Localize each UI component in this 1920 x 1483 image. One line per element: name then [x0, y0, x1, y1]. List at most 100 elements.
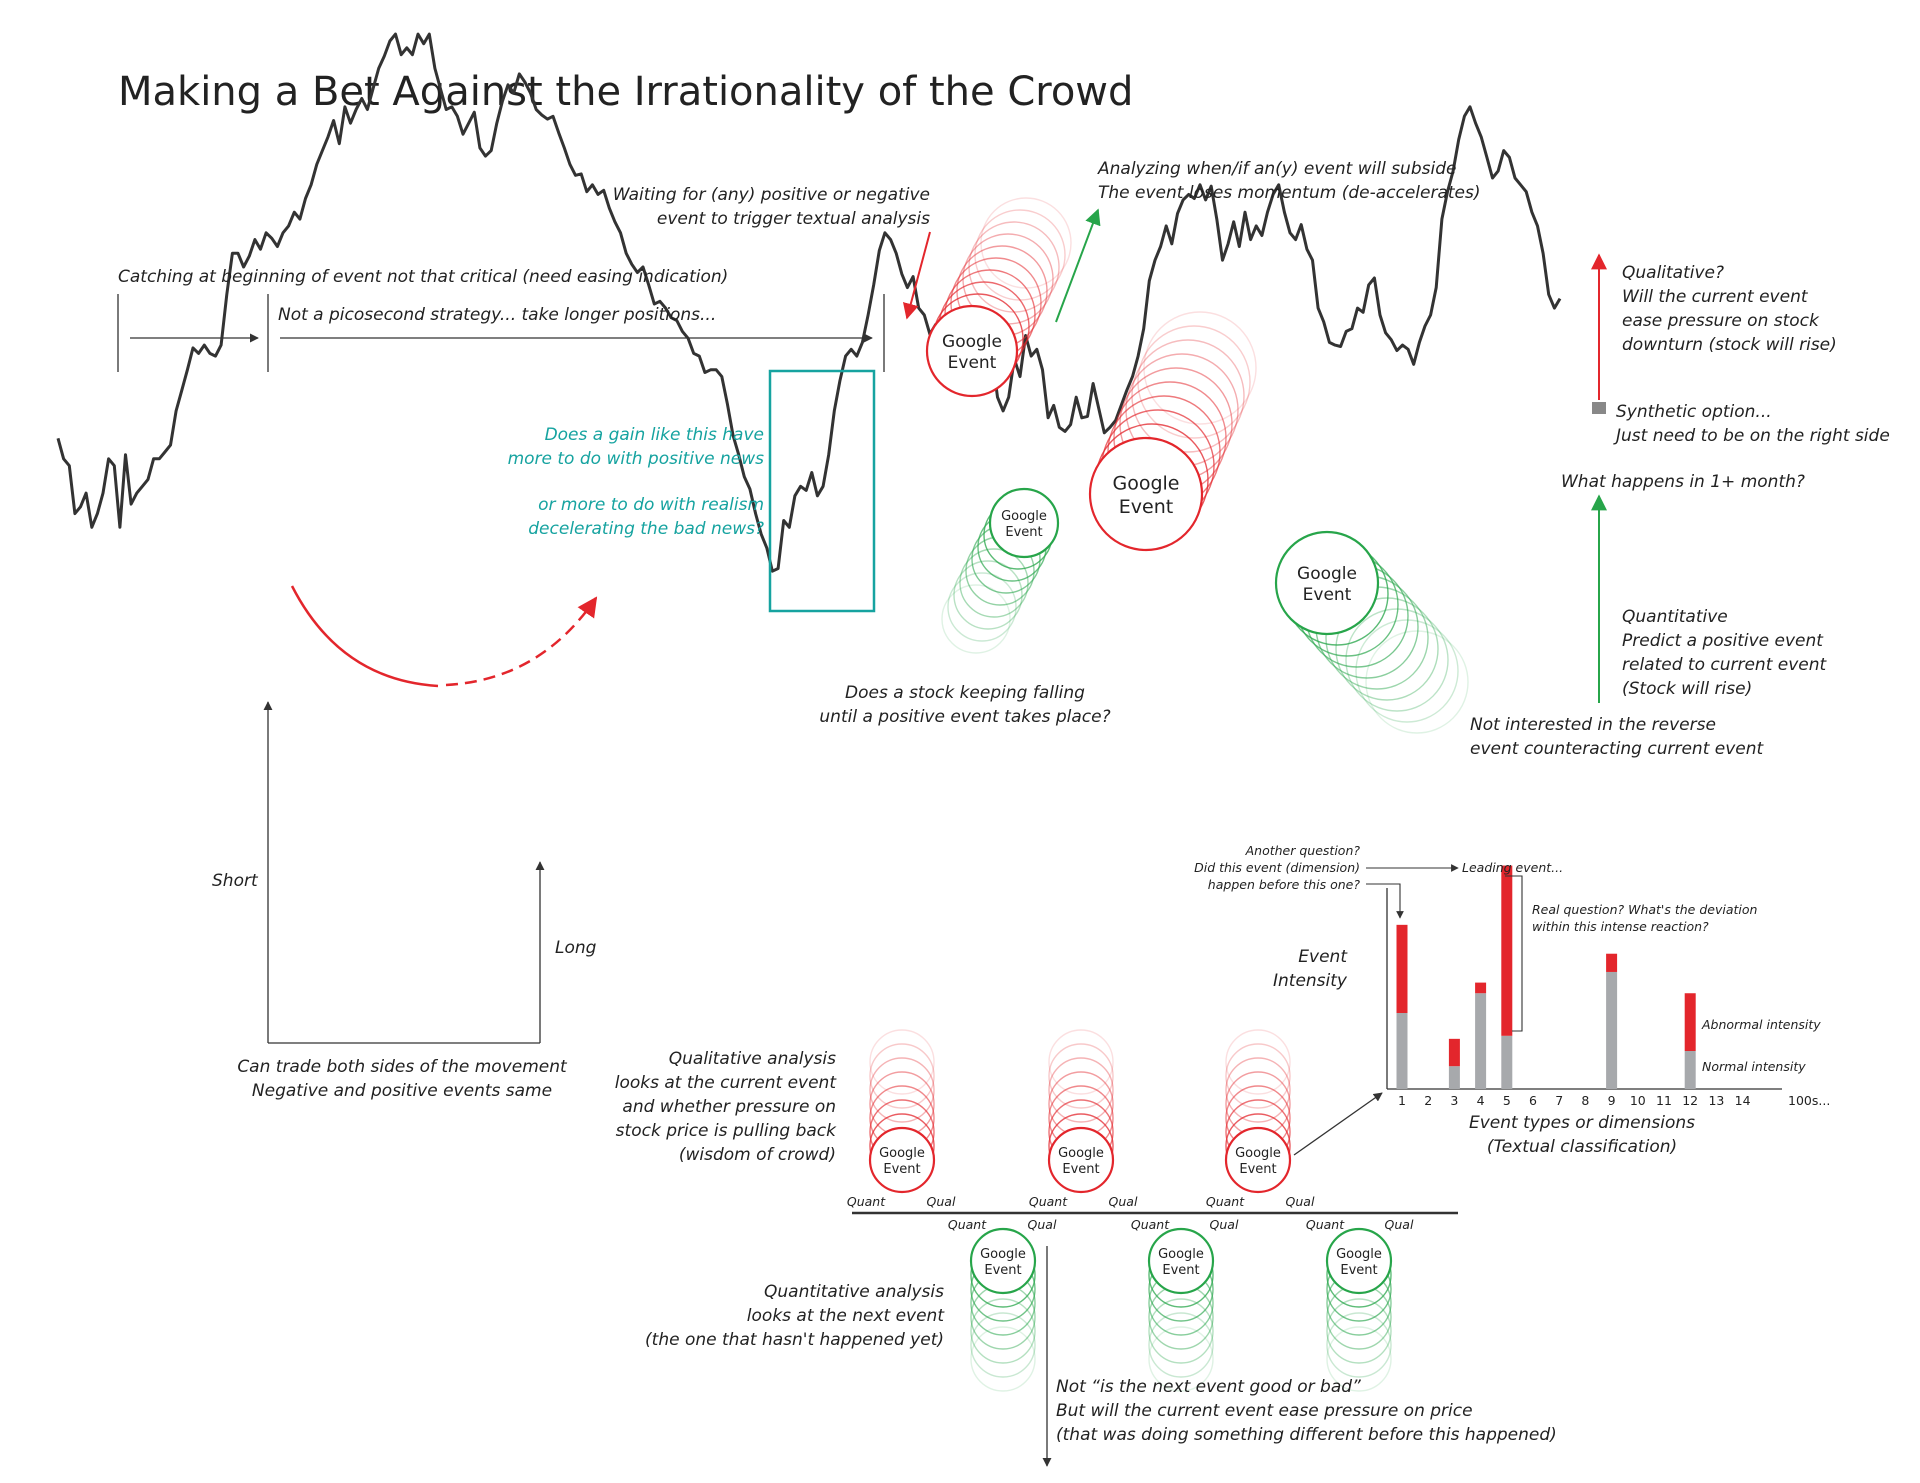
chart-extra-tick: 100s...	[1788, 1093, 1830, 1108]
event-label-line2: Event	[1340, 1263, 1377, 1278]
event-label-line2: Event	[984, 1263, 1021, 1278]
qualitative-4: downturn (stock will rise)	[1622, 335, 1837, 355]
google-event-circle	[1147, 1227, 1215, 1295]
real-question-2: within this intense reaction?	[1532, 919, 1709, 934]
qual-analysis-1: Qualitative analysis	[669, 1049, 836, 1069]
another-arrow	[1366, 883, 1404, 919]
short-label: Short	[212, 871, 259, 891]
analyzing-note-2: The event loses momentum (de-accelerates…	[1098, 183, 1481, 203]
qualitative-2: Will the current event	[1622, 287, 1809, 307]
analyzing-note-1: Analyzing when/if an(y) event will subsi…	[1097, 159, 1456, 179]
real-question-1: Real question? What's the deviation	[1532, 902, 1758, 917]
event-echo-circle	[941, 584, 1011, 654]
quantitative-3: related to current event	[1622, 655, 1828, 675]
gain-question-3: or more to do with realism	[538, 495, 764, 515]
event-echo-circle	[970, 1326, 1036, 1392]
event-echo-circle	[1143, 311, 1257, 425]
event-label-line1: Google	[1297, 564, 1357, 584]
google-event-circle	[969, 1227, 1037, 1295]
google-event-circle	[1224, 1126, 1292, 1194]
event-echo-circle	[869, 1057, 935, 1123]
event-stacks-main: GoogleEventGoogleEventGoogleEventGoogleE…	[925, 197, 1469, 734]
event-echo-circle	[1148, 1312, 1214, 1378]
quant-label: Quant	[1206, 1194, 1245, 1209]
event-label-line2: Event	[1005, 525, 1042, 540]
qual-analysis-3: and whether pressure on	[622, 1097, 836, 1117]
event-label-line2: Event	[883, 1162, 920, 1177]
event-echo-circle	[1365, 630, 1469, 734]
not-good-bad-3: (that was doing something different befo…	[1056, 1425, 1557, 1445]
long-label: Long	[555, 938, 597, 958]
chart-bars	[1396, 865, 1696, 1089]
another-question-1: Another question?	[1245, 843, 1361, 858]
event-echo-circle	[1148, 1298, 1214, 1364]
falling-question-1: Does a stock keeping falling	[845, 683, 1085, 703]
chart-tick-2: 2	[1424, 1093, 1432, 1108]
not-good-bad-2: But will the current event ease pressure…	[1056, 1401, 1473, 1421]
short-long-bracket	[263, 701, 545, 1044]
trade-note-2: Negative and positive events same	[252, 1081, 552, 1101]
quantitative-2: Predict a positive event	[1622, 631, 1824, 651]
catching-note: Catching at beginning of event not that …	[118, 267, 728, 287]
quant-label: Quant	[948, 1217, 987, 1232]
synthetic-2: Just need to be on the right side	[1613, 426, 1890, 446]
bar-abnormal-12	[1684, 993, 1696, 1051]
turnaround-arrow-dashed	[445, 596, 598, 687]
chart-tick-3: 3	[1450, 1093, 1458, 1108]
event-echo-circle	[1225, 1029, 1291, 1095]
google-event-circle	[1088, 436, 1204, 552]
event-echo-circle	[1148, 1284, 1214, 1350]
google-event-circle	[925, 304, 1019, 398]
quantitative-4: (Stock will rise)	[1622, 679, 1752, 699]
quantitative-1: Quantitative	[1622, 607, 1728, 627]
bar-normal-5	[1501, 1035, 1513, 1089]
chart-tick-7: 7	[1555, 1093, 1563, 1108]
google-event-circle	[1325, 1227, 1393, 1295]
another-question-2: Did this event (dimension)	[1194, 860, 1360, 875]
event-echo-circle	[968, 221, 1060, 313]
event-echo-circle	[1225, 1057, 1291, 1123]
event-echo-circle	[869, 1043, 935, 1109]
event-label-line1: Google	[1112, 472, 1179, 494]
qual-label: Qual	[927, 1194, 956, 1209]
event-echo-circle	[970, 1284, 1036, 1350]
event-echo-circle	[1225, 1071, 1291, 1137]
bar-normal-9	[1606, 971, 1618, 1089]
event-echo-circle	[1148, 1326, 1214, 1392]
chart-tick-4: 4	[1477, 1093, 1485, 1108]
event-label-line1: Google	[1158, 1247, 1204, 1262]
quant-label: Quant	[1029, 1194, 1068, 1209]
event-label-line2: Event	[1239, 1162, 1276, 1177]
synthetic-1: Synthetic option...	[1616, 402, 1772, 422]
event-label-line1: Google	[942, 332, 1002, 352]
chart-xlabel-2: (Textual classification)	[1487, 1137, 1677, 1157]
event-label-line1: Google	[1235, 1146, 1281, 1161]
event-echo-circle	[869, 1071, 935, 1137]
event-echo-circle	[869, 1029, 935, 1095]
bar-abnormal-9	[1606, 953, 1618, 972]
bar-abnormal-1	[1396, 924, 1408, 1013]
gain-question-2: more to do with positive news	[508, 449, 765, 469]
event-label-line2: Event	[1162, 1263, 1199, 1278]
chart-tick-1: 1	[1398, 1093, 1406, 1108]
not-good-bad-1: Not “is the next event good or bad”	[1056, 1377, 1361, 1397]
event-echo-circle	[1326, 1326, 1392, 1392]
event-label-line2: Event	[948, 353, 997, 373]
chart-tick-8: 8	[1581, 1093, 1589, 1108]
chart-tick-13: 13	[1708, 1093, 1724, 1108]
event-echo-circle	[959, 548, 1029, 618]
event-echo-circle	[1048, 1057, 1114, 1123]
event-echo-circle	[1326, 1312, 1392, 1378]
picosecond-note: Not a picosecond strategy... take longer…	[278, 305, 716, 325]
quant-analysis-3: (the one that hasn't happened yet)	[645, 1330, 944, 1350]
bar-normal-3	[1448, 1066, 1460, 1089]
qual-analysis-2: looks at the current event	[615, 1073, 838, 1093]
event-intensity-chart: 1 2 3 4 5 6 7 8 9 10 11 12 13 14 100s...	[1386, 865, 1830, 1108]
not-interested-2: event counteracting current event	[1470, 739, 1765, 759]
